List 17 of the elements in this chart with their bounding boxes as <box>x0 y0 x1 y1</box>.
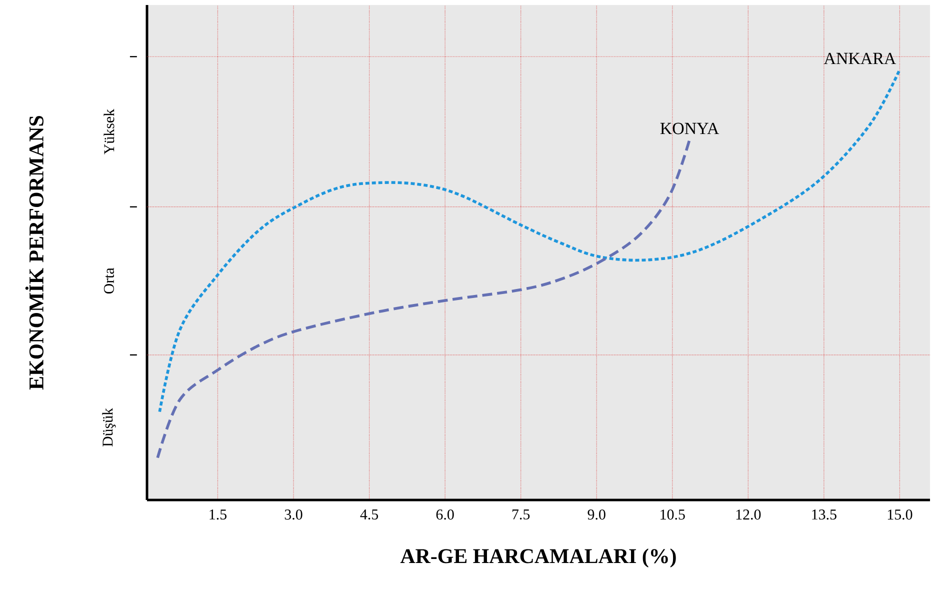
x-tick-label: 6.0 <box>436 510 454 520</box>
x-tick-label: 1.5 <box>210 510 226 520</box>
x-tick-label: 4.5 <box>360 510 378 520</box>
x-tick-label: 3.0 <box>284 510 302 520</box>
x-tick-label: 12.0 <box>736 510 761 520</box>
series-label: KONYA <box>660 122 720 134</box>
x-tick-label: 15.0 <box>888 510 912 520</box>
y-axis-title: EKONOMİK PERFORMANS <box>25 116 44 390</box>
x-tick-label: 13.5 <box>812 510 836 520</box>
x-tick-label: 7.5 <box>512 510 530 520</box>
x-axis-title: AR-GE HARCAMALARI (%) <box>400 548 676 568</box>
text: Orta <box>104 268 114 294</box>
x-tick-label: 9.0 <box>588 510 606 520</box>
series-label: ANKARA <box>824 52 896 64</box>
text: Düşük <box>102 408 116 447</box>
x-tick-label: 10.5 <box>660 510 685 520</box>
text: Yüksek <box>104 108 114 154</box>
